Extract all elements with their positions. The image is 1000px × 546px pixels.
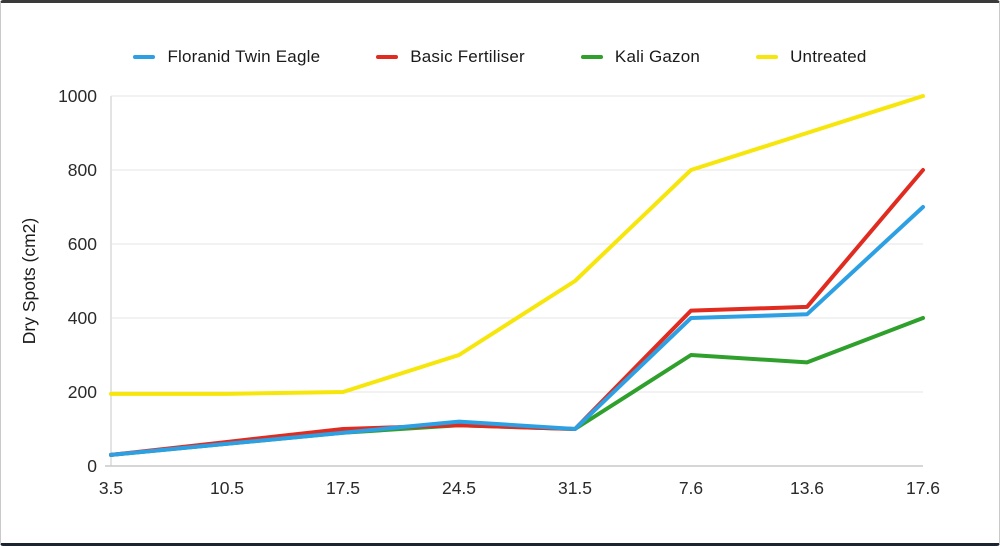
x-tick-label-17.5: 17.5 xyxy=(326,478,360,498)
data-series xyxy=(109,94,925,457)
legend-item-kali-gazon: Kali Gazon xyxy=(580,47,701,67)
y-tick-label-1000: 1000 xyxy=(58,86,97,106)
legend-label-basic-fertiliser: Basic Fertiliser xyxy=(410,47,525,66)
x-tick-label-10.5: 10.5 xyxy=(210,478,244,498)
y-tick-label-800: 800 xyxy=(68,160,97,180)
series-line-kali-gazon xyxy=(109,316,925,457)
y-tick-label-0: 0 xyxy=(87,456,97,476)
axis-labels: 0 200 400 600 800 1000 3.5 10.5 17.5 24.5 31.5 7.6 1… xyxy=(58,86,940,498)
legend-label-kali-gazon: Kali Gazon xyxy=(614,47,701,66)
legend-item-basic-fertiliser: Basic Fertiliser xyxy=(376,47,525,67)
y-tick-label-600: 600 xyxy=(68,234,97,254)
gridlines xyxy=(105,95,923,467)
line-chart: 0 200 400 600 800 1000 3.5 10.5 17.5 24.5 31.5 7.6 1… xyxy=(19,86,940,498)
legend-label-floranid: Floranid Twin Eagle xyxy=(167,47,321,66)
series-line-floranid-twin-eagle xyxy=(109,205,925,457)
legend-item-floranid: Floranid Twin Eagle xyxy=(133,47,320,67)
x-tick-label-7.6: 7.6 xyxy=(679,478,703,498)
x-tick-label-13.6: 13.6 xyxy=(790,478,824,498)
y-tick-label-200: 200 xyxy=(68,382,97,402)
y-axis-title: Dry Spots (cm2) xyxy=(19,218,39,344)
legend-swatch-kali-gazon-icon xyxy=(580,55,603,59)
legend-label-untreated: Untreated xyxy=(790,47,867,66)
legend-swatch-untreated-icon xyxy=(756,55,779,59)
x-tick-label-17.6: 17.6 xyxy=(906,478,940,498)
x-tick-label-3.5: 3.5 xyxy=(99,478,123,498)
x-tick-label-24.5: 24.5 xyxy=(442,478,476,498)
y-tick-label-400: 400 xyxy=(68,308,97,328)
series-line-basic-fertiliser xyxy=(109,168,925,457)
chart-legend: Floranid Twin Eagle Basic Fertiliser Kal… xyxy=(1,47,999,67)
legend-item-untreated: Untreated xyxy=(756,47,866,67)
x-tick-label-31.5: 31.5 xyxy=(558,478,592,498)
legend-swatch-floranid-icon xyxy=(133,55,156,59)
series-line-untreated xyxy=(109,94,925,396)
legend-swatch-basic-fertiliser-icon xyxy=(376,55,399,59)
